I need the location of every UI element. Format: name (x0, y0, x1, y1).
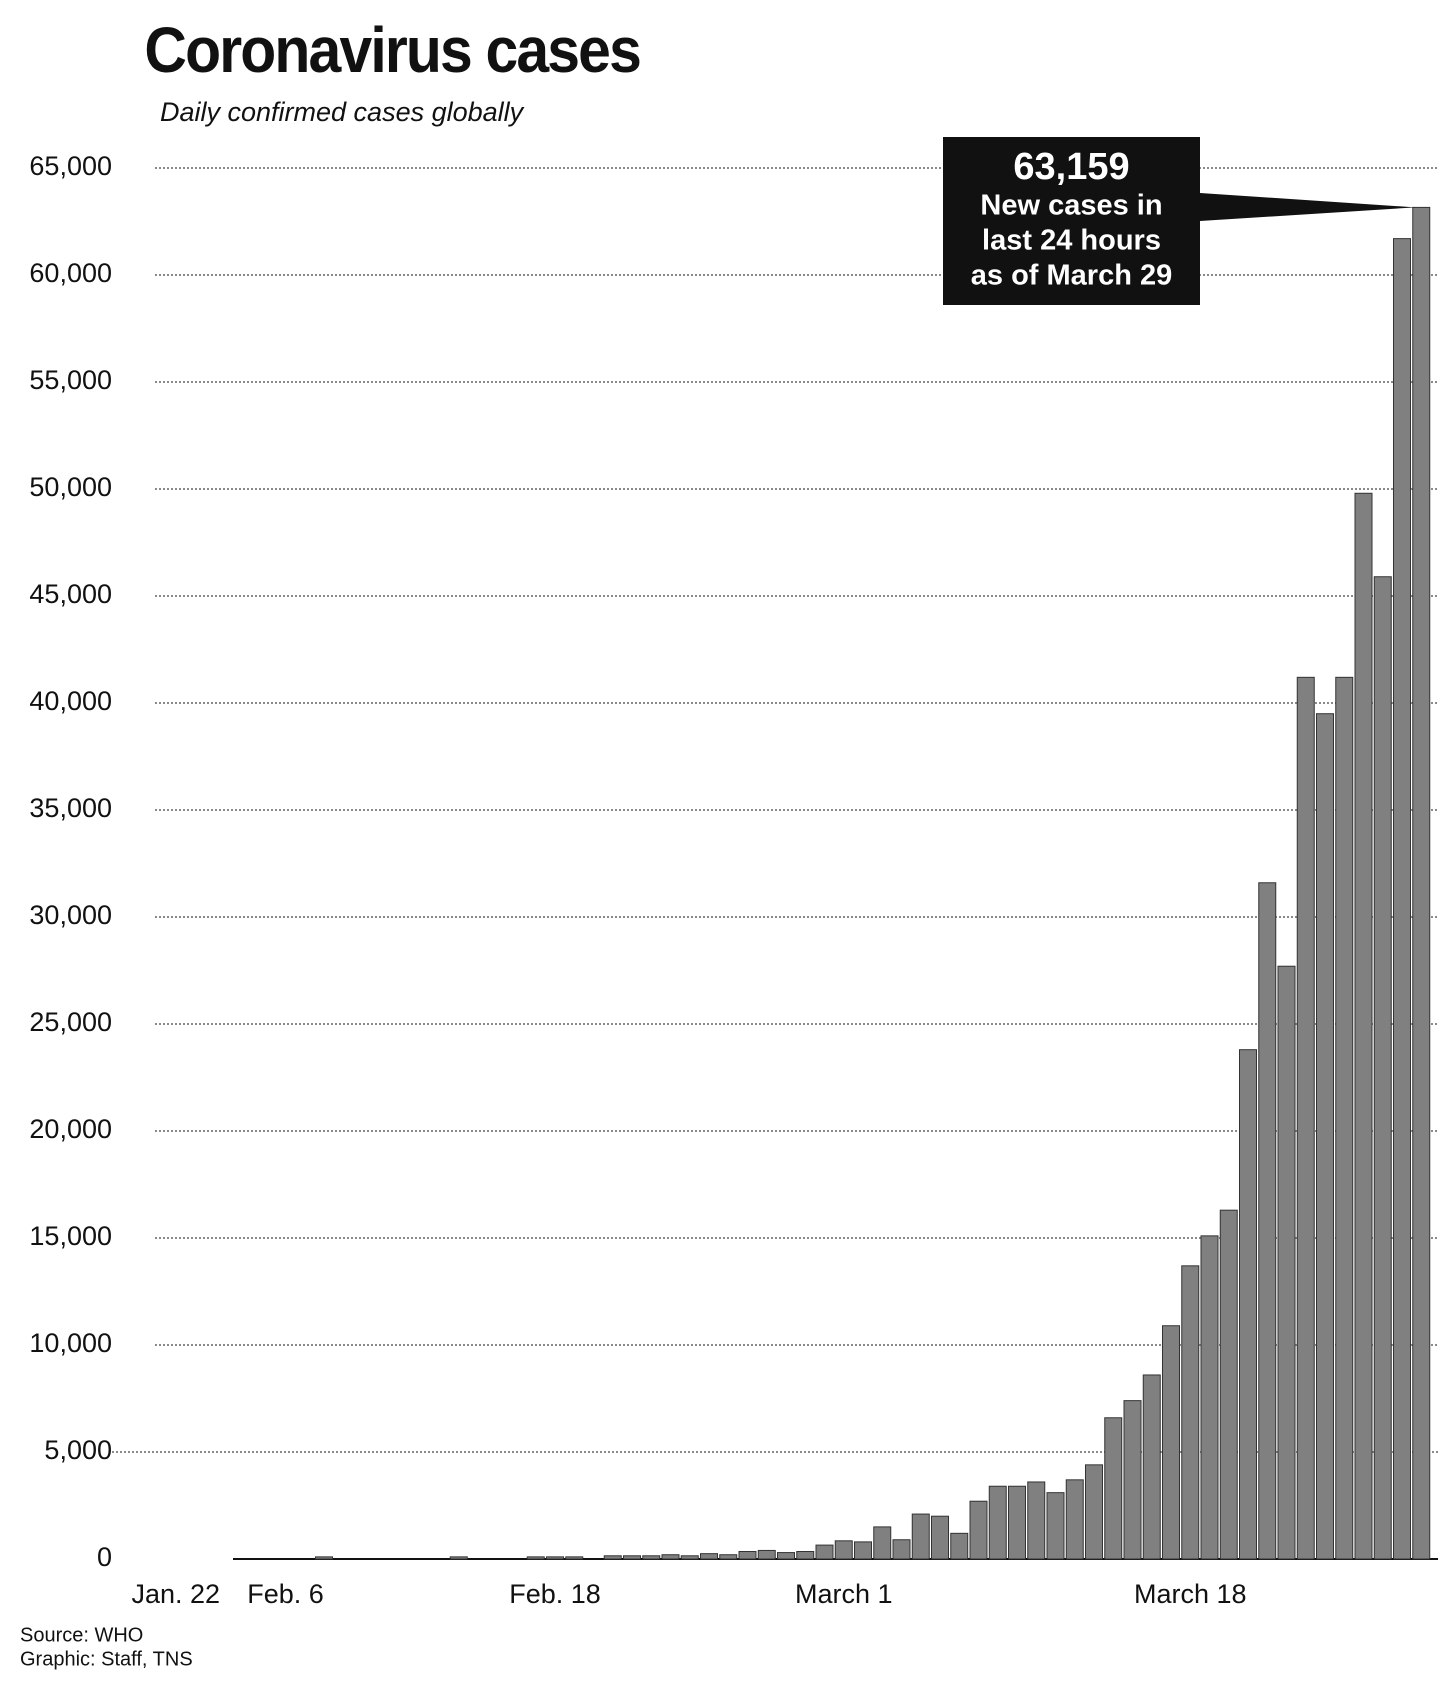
bar (892, 1539, 911, 1560)
bar (1065, 1479, 1084, 1560)
bar (988, 1485, 1007, 1560)
bar (1296, 676, 1315, 1560)
bar (1412, 206, 1431, 1560)
bar (449, 1556, 468, 1560)
bar (873, 1526, 892, 1560)
bar (834, 1540, 853, 1560)
y-tick-label: 0 (97, 1542, 112, 1572)
bar (1354, 492, 1373, 1560)
y-tick-label: 60,000 (29, 258, 112, 288)
x-tick-label: Jan. 22 (132, 1579, 221, 1609)
bar (854, 1541, 872, 1560)
bar (1239, 1049, 1257, 1560)
bar (1008, 1485, 1026, 1560)
chart-subtitle: Daily confirmed cases globally (160, 97, 525, 127)
bar (796, 1551, 815, 1560)
y-tick-label: 65,000 (29, 151, 112, 181)
credit: Graphic: Staff, TNS (20, 1648, 193, 1670)
bar (1104, 1417, 1123, 1560)
y-tick-label: 45,000 (29, 579, 112, 609)
bar (911, 1513, 930, 1560)
bar (700, 1553, 718, 1560)
x-tick-label: Feb. 18 (509, 1579, 601, 1609)
bar (1142, 1374, 1161, 1560)
bar (815, 1544, 834, 1560)
y-tick-label: 35,000 (29, 793, 112, 823)
bar (546, 1556, 564, 1560)
bar (623, 1555, 641, 1560)
y-tick-label: 50,000 (29, 472, 112, 502)
chart-title: Coronavirus cases (144, 15, 640, 87)
y-tick-label: 30,000 (29, 900, 112, 930)
bar (969, 1500, 988, 1560)
bar (757, 1549, 776, 1560)
bar (777, 1552, 795, 1560)
bar (1162, 1325, 1180, 1560)
bar (1316, 713, 1334, 1560)
bar (1373, 576, 1392, 1560)
bar (1085, 1464, 1103, 1560)
bar (931, 1515, 949, 1560)
bar (1258, 882, 1277, 1560)
bar (738, 1551, 757, 1560)
bar (1123, 1400, 1142, 1560)
bar (1277, 965, 1296, 1560)
bar (1219, 1209, 1238, 1560)
annotation: as of March 29 (971, 260, 1172, 292)
bar (1393, 238, 1411, 1560)
bar (1046, 1492, 1065, 1560)
bar (950, 1532, 969, 1560)
bar (680, 1555, 699, 1560)
bar (661, 1554, 680, 1560)
bar (642, 1555, 661, 1560)
y-tick-label: 40,000 (29, 686, 112, 716)
bar (565, 1556, 584, 1560)
bar (1181, 1265, 1200, 1560)
y-tick-label: 20,000 (29, 1114, 112, 1144)
x-tick-label: Feb. 6 (247, 1579, 324, 1609)
y-tick-label: 55,000 (29, 365, 112, 395)
bar (1027, 1481, 1046, 1560)
y-tick-label: 5,000 (44, 1435, 112, 1465)
bar (719, 1554, 738, 1560)
x-tick-label: March 18 (1134, 1579, 1247, 1609)
callout-box (943, 137, 1200, 305)
y-tick-label: 10,000 (29, 1328, 112, 1358)
source: Source: WHO (20, 1624, 143, 1646)
bar (603, 1555, 622, 1560)
bar (315, 1556, 333, 1560)
bar (526, 1556, 545, 1560)
value-label: 63,159 (1013, 146, 1129, 188)
bar (1335, 676, 1354, 1560)
y-tick-label: 15,000 (29, 1221, 112, 1251)
x-tick-label: March 1 (795, 1579, 893, 1609)
callout-pointer (1200, 193, 1416, 221)
annotation: last 24 hours (982, 225, 1161, 257)
y-tick-label: 25,000 (29, 1007, 112, 1037)
bar (1200, 1235, 1219, 1560)
annotation: New cases in (980, 190, 1162, 222)
